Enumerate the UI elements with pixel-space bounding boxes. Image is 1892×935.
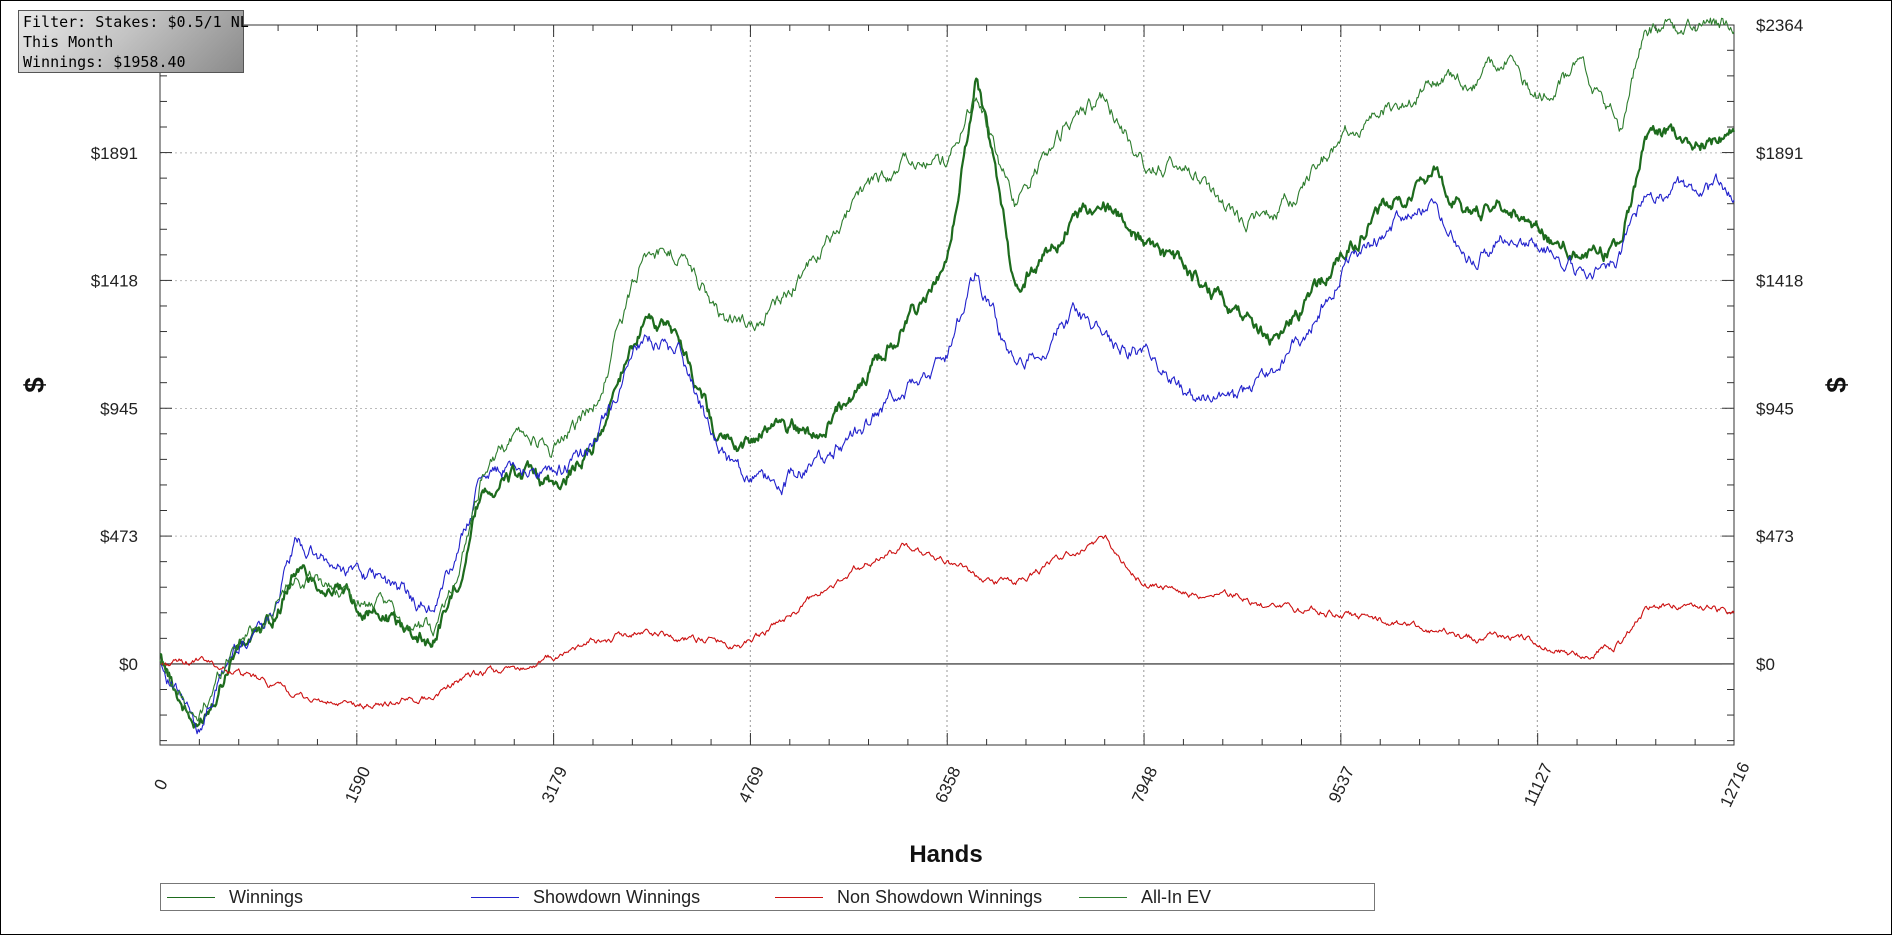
y-axis-label-right: $: [1821, 377, 1852, 393]
legend-swatch: [471, 896, 519, 898]
legend-item-showdown-winnings: Showdown Winnings: [471, 884, 700, 910]
filter-info-box: Filter: Stakes: $0.5/1 NL This Month Win…: [18, 10, 249, 73]
y-tick-label-left: $473: [100, 527, 138, 546]
x-tick-label: 4769: [735, 764, 768, 806]
series-lines: [159, 17, 1736, 735]
series-line-all-in-ev: [159, 17, 1735, 722]
y-tick-label-right: $1418: [1756, 272, 1803, 291]
y-tick-label-right: $1891: [1756, 144, 1803, 163]
legend-label: Winnings: [229, 886, 304, 907]
legend-item-non-showdown-winnings: Non Showdown Winnings: [775, 884, 1042, 910]
y-tick-label-right: $2364: [1756, 16, 1803, 35]
x-tick-label: 7948: [1128, 764, 1161, 806]
legend-swatch: [775, 896, 823, 898]
x-tick-label: 12716: [1716, 759, 1753, 810]
series-line-winnings: [159, 77, 1736, 729]
legend-label: All-In EV: [1141, 886, 1212, 907]
y-tick-label-right: $945: [1756, 400, 1794, 419]
y-tick-label-left: $0: [119, 655, 138, 674]
legend-label: Non Showdown Winnings: [837, 886, 1043, 907]
y-tick-label-left: $1418: [91, 272, 138, 291]
x-axis-label: Hands: [909, 841, 982, 868]
filter-winnings-text: Winnings: $1958.40: [23, 53, 186, 71]
axes: [159, 24, 1735, 746]
series-line-non-showdown-winnings: [159, 534, 1735, 710]
y-tick-label-left: $1891: [91, 144, 138, 163]
y-tick-label-right: $473: [1756, 527, 1794, 546]
x-tick-label: 1590: [341, 764, 374, 806]
y-tick-label-right: $0: [1756, 655, 1775, 674]
legend-item-all-in-ev: All-In EV: [1079, 884, 1211, 910]
x-tick-label: 11127: [1520, 760, 1556, 809]
y-axis-label-left: $: [19, 377, 50, 393]
series-line-showdown-winnings: [159, 173, 1735, 735]
x-tick-label: 3179: [538, 764, 571, 806]
legend-item-winnings: Winnings: [167, 884, 303, 910]
filter-stakes-text: Filter: Stakes: $0.5/1 NL: [23, 13, 249, 31]
y-tick-label-left: $945: [100, 400, 138, 419]
x-tick-label: 0: [150, 776, 171, 793]
x-tick-label: 6358: [931, 764, 964, 806]
legend-label: Showdown Winnings: [533, 886, 701, 907]
legend-swatch: [167, 896, 215, 898]
x-tick-label: 9537: [1325, 764, 1358, 806]
filter-period-text: This Month: [23, 33, 114, 51]
chart-legend: Winnings Showdown Winnings Non Showdown …: [160, 883, 1375, 911]
legend-swatch: [1079, 896, 1127, 898]
